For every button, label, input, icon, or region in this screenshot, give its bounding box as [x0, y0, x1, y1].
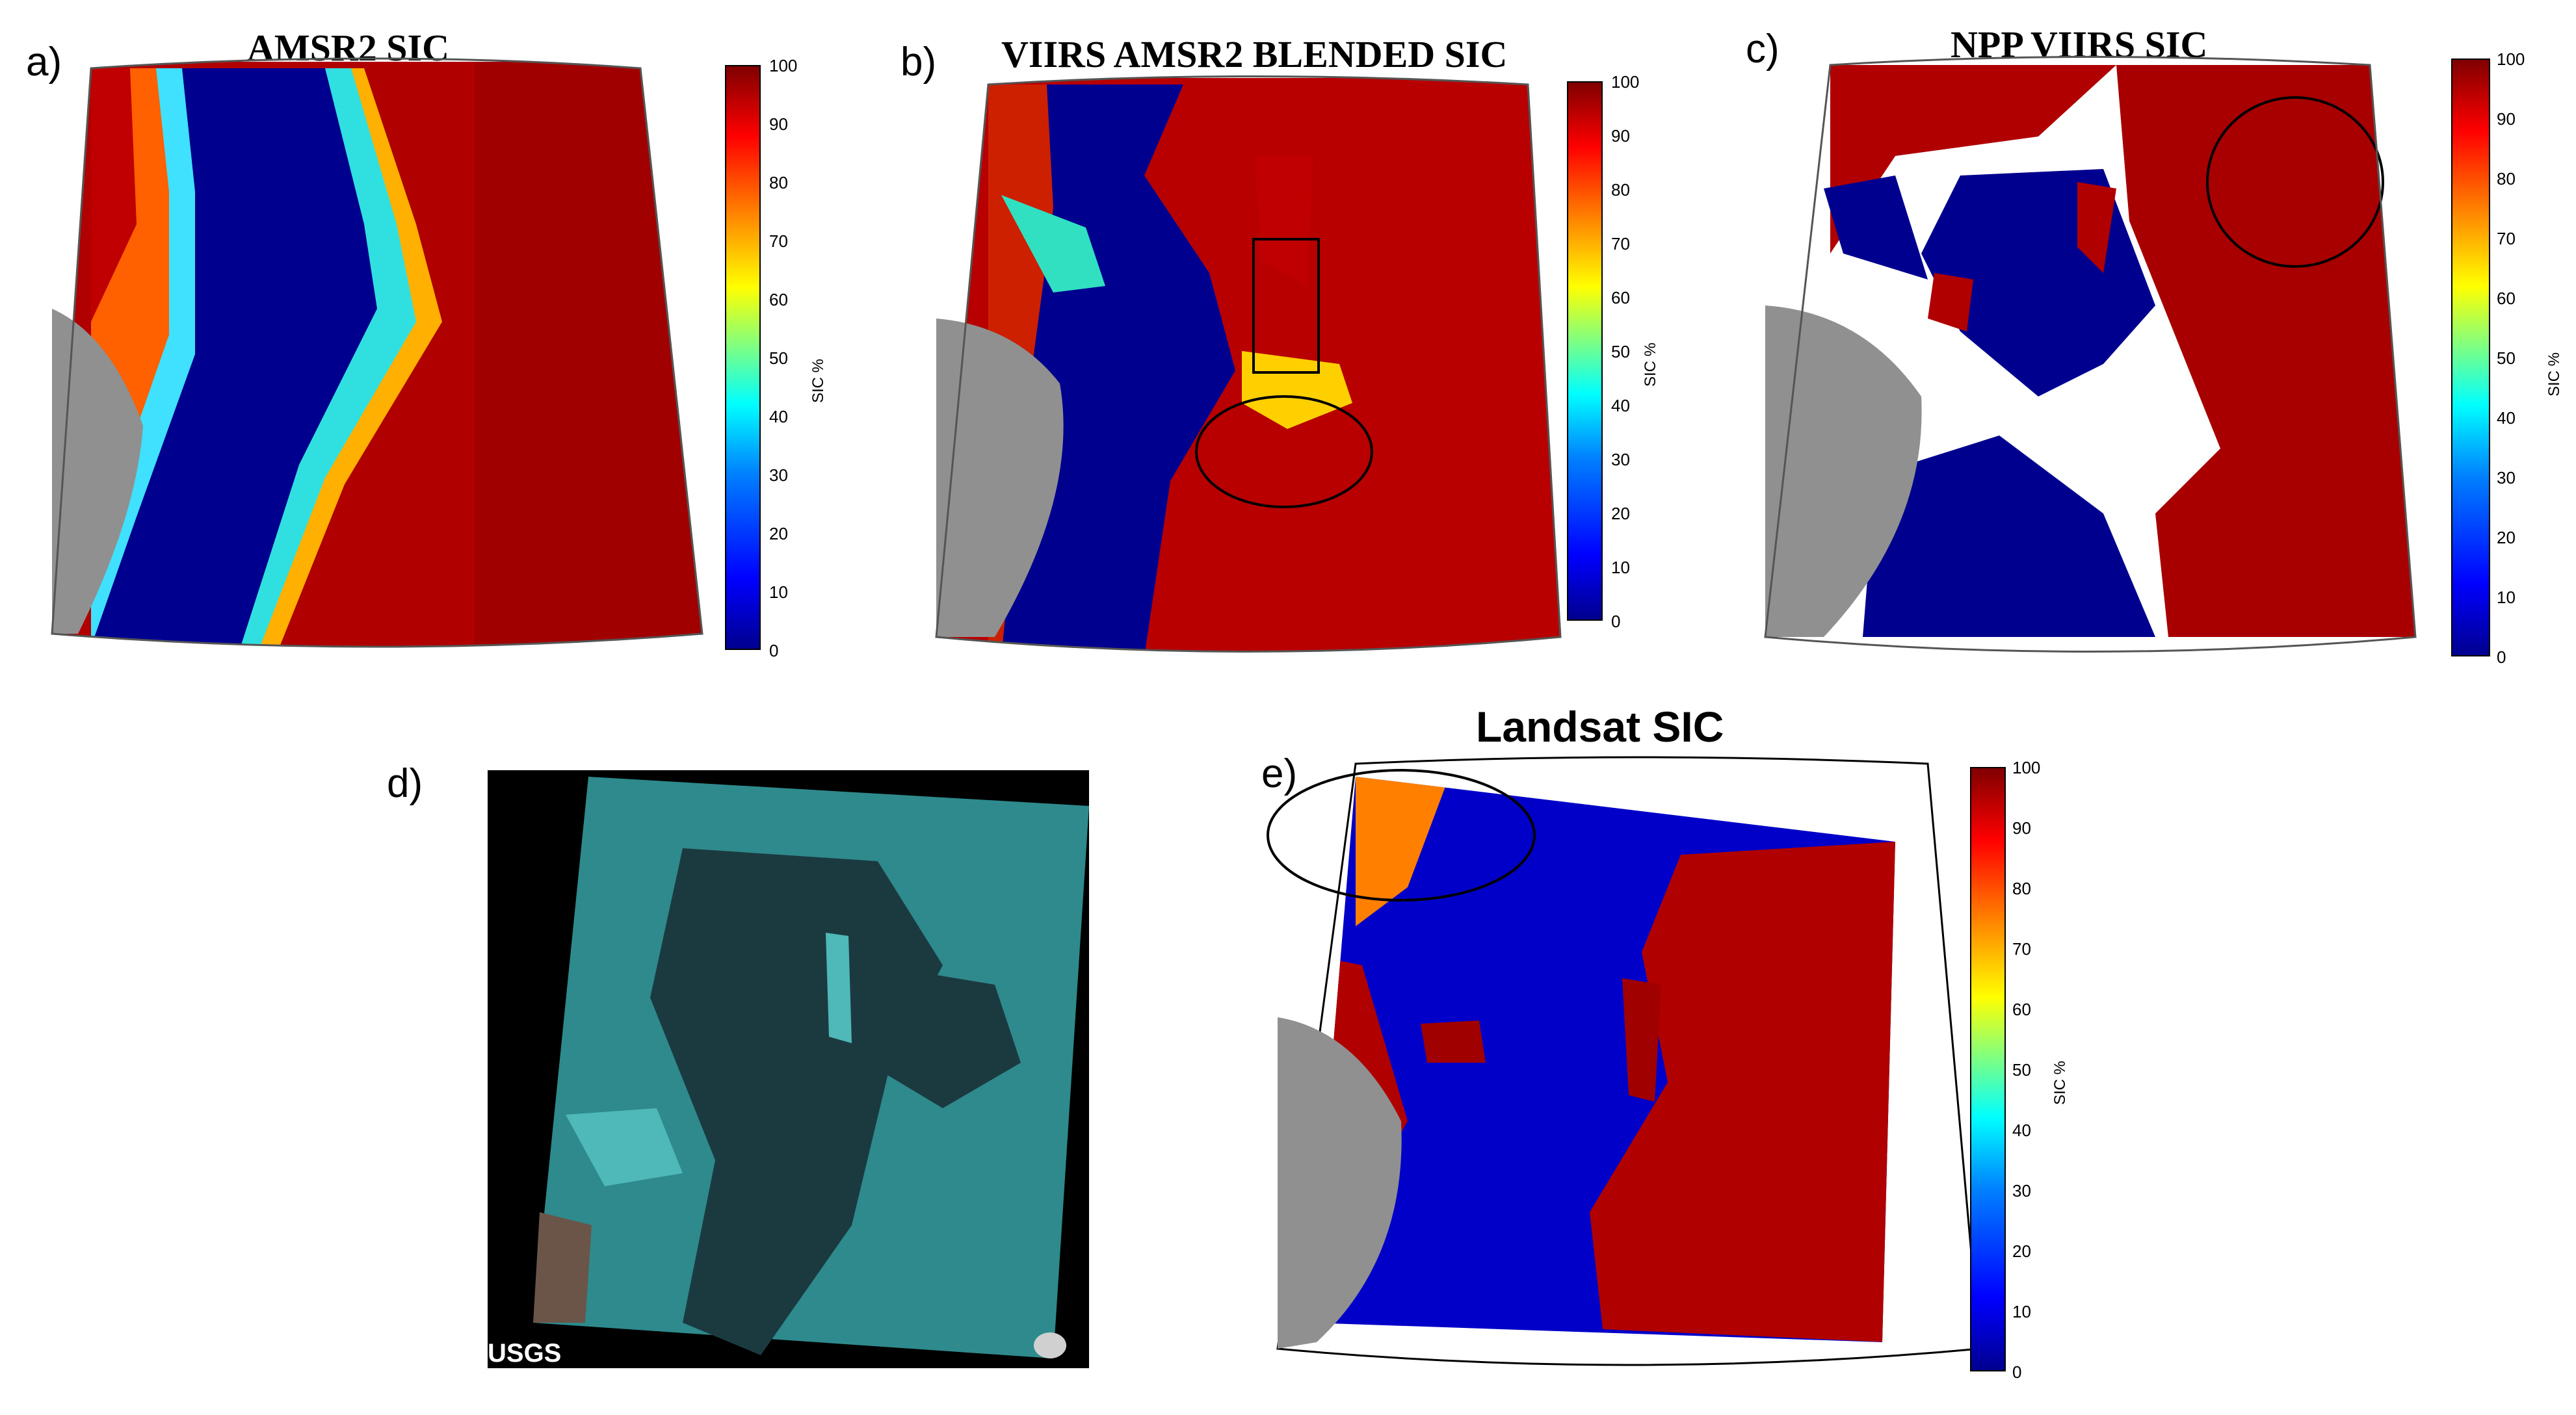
colorbar-tick: 10: [2012, 1302, 2031, 1321]
panel-e-colorbar: 100 90 80 70 60 50 40 30 20 10 0 SIC %: [1970, 758, 2081, 1382]
colorbar-tick: 100: [1611, 72, 1640, 92]
panel-a-map: [51, 57, 703, 648]
panel-e-label: e): [1261, 751, 1298, 796]
panel-d-label: d): [387, 761, 423, 806]
colorbar-tick: 40: [1611, 396, 1630, 415]
colorbar-tick: 50: [1611, 342, 1630, 361]
colorbar-unit: SIC %: [2051, 1060, 2069, 1105]
panel-a-colorbar-bar: [725, 65, 761, 650]
colorbar-tick: 100: [769, 56, 798, 75]
colorbar-tick: 90: [2012, 818, 2031, 838]
colorbar-tick: 80: [769, 173, 788, 192]
colorbar-tick: 30: [2497, 468, 2516, 487]
panel-d-satellite-image: [488, 770, 1089, 1368]
colorbar-tick: 60: [769, 290, 788, 309]
colorbar-tick: 50: [2012, 1060, 2031, 1080]
panel-b-colorbar-bar: [1567, 81, 1603, 621]
colorbar-tick: 70: [2012, 939, 2031, 959]
colorbar-tick: 60: [2497, 289, 2516, 308]
nasa-logo-icon: [1034, 1332, 1066, 1358]
panel-b-map: [935, 75, 1562, 653]
colorbar-tick: 40: [2012, 1121, 2031, 1140]
colorbar-tick: 90: [2497, 109, 2516, 129]
colorbar-tick: 70: [769, 231, 788, 251]
colorbar-tick: 0: [2497, 647, 2506, 667]
colorbar-tick: 80: [1611, 180, 1630, 200]
colorbar-tick: 60: [2012, 1000, 2031, 1019]
colorbar-tick: 100: [2497, 49, 2525, 69]
colorbar-tick: 40: [769, 407, 788, 426]
panel-e-title: Landsat SIC: [1476, 703, 1724, 751]
colorbar-tick: 80: [2012, 879, 2031, 898]
colorbar-tick: 0: [1611, 612, 1621, 631]
colorbar-tick: 100: [2012, 758, 2041, 777]
colorbar-tick: 60: [1611, 288, 1630, 307]
usgs-watermark: USGS: [488, 1339, 562, 1368]
panel-a-label: a): [26, 40, 62, 84]
colorbar-tick: 50: [2497, 348, 2516, 368]
panel-c-map: [1764, 56, 2417, 653]
colorbar-tick: 70: [1611, 234, 1630, 253]
panel-b-colorbar: 100 90 80 70 60 50 40 30 20 10 0 SIC %: [1567, 72, 1671, 631]
colorbar-tick: 0: [2012, 1362, 2022, 1382]
panel-b-title: VIIRS AMSR2 BLENDED SIC: [1001, 33, 1508, 75]
colorbar-tick: 10: [1611, 558, 1630, 577]
panel-e-colorbar-bar: [1970, 767, 2006, 1371]
panel-c-label: c): [1746, 27, 1780, 71]
colorbar-tick: 10: [2497, 588, 2516, 607]
panel-c-colorbar: 100 90 80 70 60 50 40 30 20 10 0 SIC %: [2451, 49, 2568, 667]
colorbar-tick: 0: [769, 641, 779, 660]
colorbar-tick: 90: [1611, 126, 1630, 146]
panel-a-colorbar: 100 90 80 70 60 50 40 30 20 10 0 SIC %: [725, 56, 842, 660]
colorbar-unit: SIC %: [1642, 342, 1659, 387]
panel-c-colorbar-bar: [2451, 58, 2490, 656]
panel-b-label: b): [900, 40, 937, 84]
colorbar-tick: 70: [2497, 229, 2516, 248]
colorbar-tick: 10: [769, 582, 788, 602]
colorbar-tick: 20: [2497, 528, 2516, 547]
colorbar-tick: 80: [2497, 169, 2516, 188]
colorbar-tick: 30: [1611, 450, 1630, 469]
colorbar-tick: 20: [2012, 1241, 2031, 1261]
colorbar-tick: 30: [769, 465, 788, 485]
colorbar-tick: 20: [1611, 504, 1630, 523]
colorbar-tick: 20: [769, 524, 788, 543]
colorbar-unit: SIC %: [809, 358, 827, 403]
panel-e-map: [1267, 756, 1981, 1366]
colorbar-tick: 50: [769, 348, 788, 368]
colorbar-tick: 30: [2012, 1181, 2031, 1201]
colorbar-tick: 40: [2497, 408, 2516, 428]
colorbar-tick: 90: [769, 114, 788, 134]
colorbar-unit: SIC %: [2545, 352, 2563, 396]
